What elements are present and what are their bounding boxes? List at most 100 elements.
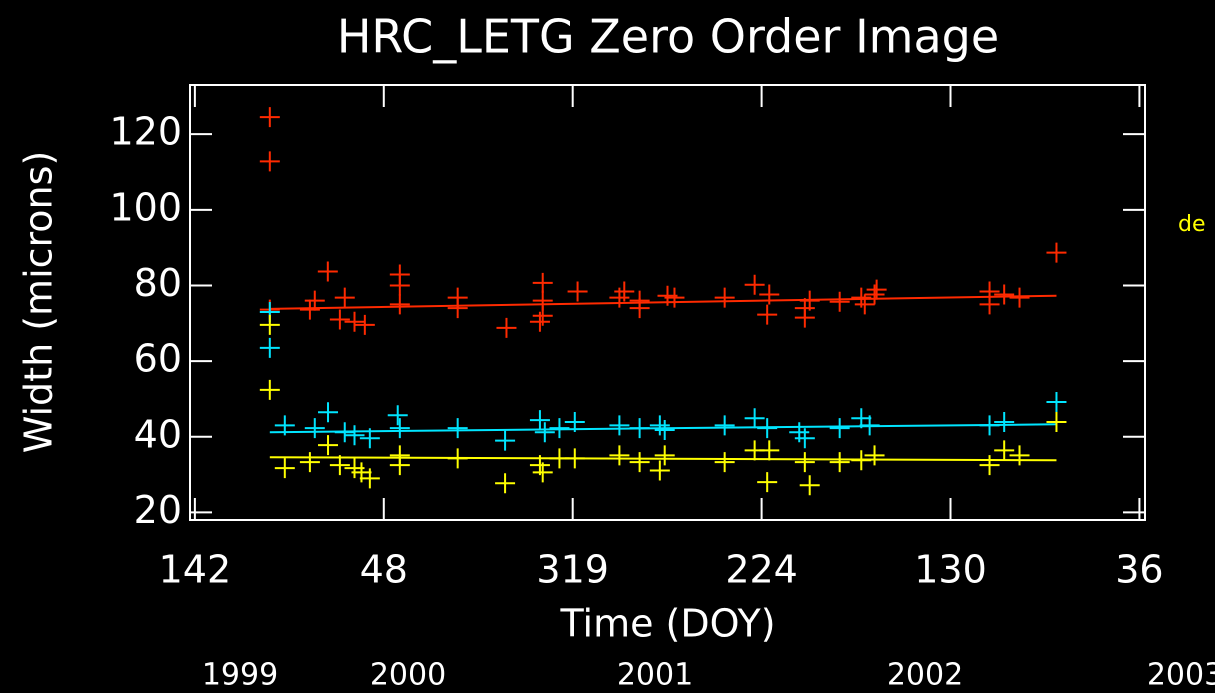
data-point [299,299,320,320]
y-tick-label: 60 [134,337,182,381]
data-point [389,275,410,296]
x-tick-label: 224 [725,548,798,592]
data-point [259,379,280,400]
data-point [532,272,553,293]
fit-line [269,294,1057,310]
data-point [757,304,778,325]
data-point [259,314,280,335]
data-point [1046,242,1067,263]
data-point [744,408,765,429]
data-point [714,415,735,436]
x-tick-label: 130 [914,548,987,592]
y-tick-label: 80 [134,261,182,305]
data-point [757,418,778,439]
data-point [759,440,780,461]
data-point [447,418,468,439]
x-tick-label: 142 [159,548,232,592]
year-label: 2003 [1147,658,1215,693]
data-point [259,151,280,172]
data-point [259,107,280,128]
y-tick-label: 100 [109,185,182,229]
data-point [259,337,280,358]
data-point [1046,412,1067,433]
data-point [629,418,650,439]
x-tick-label: 319 [536,548,609,592]
data-point [529,410,550,431]
data-point [629,298,650,319]
data-point [567,281,588,302]
fit-line [269,423,1057,434]
data-point [859,415,880,436]
data-point [994,284,1015,305]
data-point [614,281,635,302]
data-point [447,448,468,469]
data-point [654,419,675,440]
data-point [799,290,820,311]
x-tick-label: 36 [1115,548,1163,592]
data-point [799,475,820,496]
x-tick-label: 48 [360,548,408,592]
year-label: 2001 [617,658,693,693]
data-point [359,428,380,449]
data-point [496,317,517,338]
y-tick-label: 120 [109,110,182,154]
data-point [794,428,815,449]
data-point [274,415,295,436]
data-point [829,452,850,473]
data-point [274,458,295,479]
data-point [994,412,1015,433]
data-point [744,274,765,295]
data-point [866,279,887,300]
x-axis-label: Time (DOY) [559,602,775,646]
data-point [1009,287,1030,308]
data-point [495,430,516,451]
data-point [979,294,1000,315]
data-point [864,445,885,466]
data-point [994,440,1015,461]
year-label: 2002 [887,658,963,693]
data-point [529,311,550,332]
year-label: 1999 [202,658,278,693]
y-tick-label: 40 [134,412,182,456]
data-point [757,472,778,493]
data-point [864,284,885,305]
data-point [609,415,630,436]
data-point [979,455,1000,476]
data-point [334,287,355,308]
data-point [829,418,850,439]
data-point [979,415,1000,436]
data-point [564,448,585,469]
data-point [1046,391,1067,412]
data-point [317,261,338,282]
data-point [851,450,872,471]
data-point [389,294,410,315]
data-point [329,309,350,330]
data-point [387,405,408,426]
year-label: 2000 [370,658,446,693]
data-point [664,287,685,308]
data-point [447,298,468,319]
data-point [334,422,355,443]
data-point [649,415,670,436]
data-point [854,294,875,315]
data-point [304,290,325,311]
data-point [532,462,553,483]
data-point [318,402,339,423]
data-point [649,460,670,481]
data-point [354,314,375,335]
data-point [329,455,350,476]
data-point [759,284,780,305]
data-point [714,287,735,308]
data-point [794,452,815,473]
data-point [654,445,675,466]
data-point [318,435,339,456]
data-point [299,452,320,473]
side-label: de [1178,212,1206,237]
data-point [629,452,650,473]
data-point [344,425,365,446]
data-point [304,418,325,439]
data-point [359,468,380,489]
plot-frame [189,84,1146,521]
